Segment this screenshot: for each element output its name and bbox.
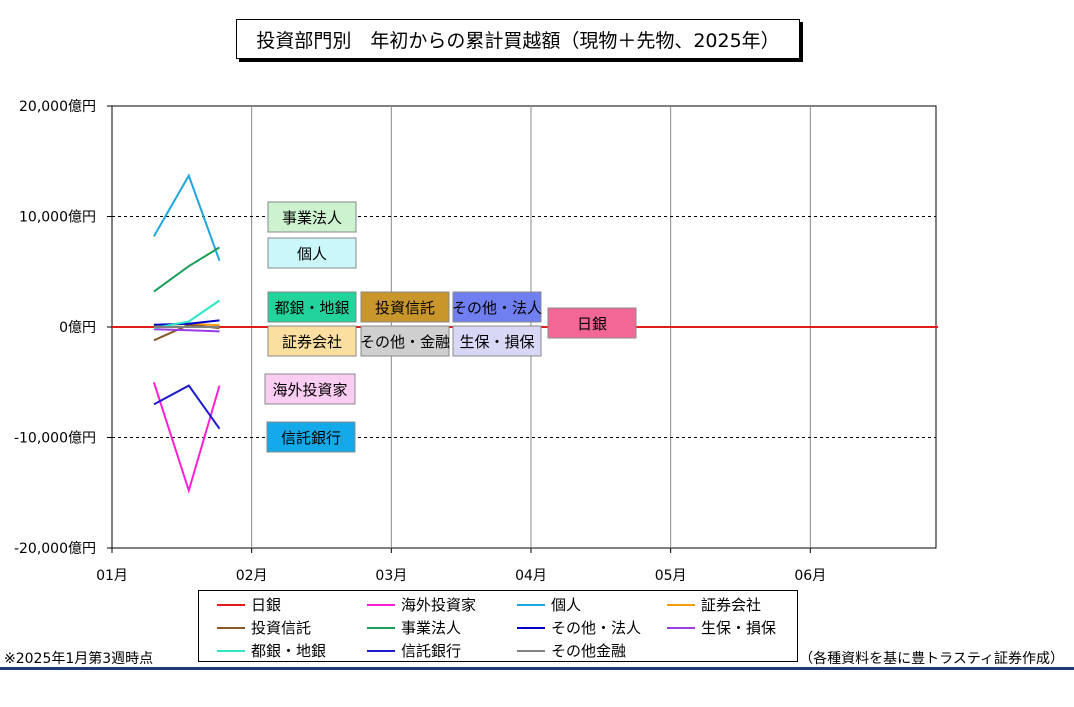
legend-item: 海外投資家: [367, 594, 476, 615]
legend-swatch: [517, 603, 545, 606]
legend-item: 個人: [517, 594, 581, 615]
x-tick-label: 01月: [96, 568, 128, 584]
annotation-box: [360, 325, 450, 357]
legend-item: 事業法人: [367, 617, 461, 638]
legend-label: その他金融: [551, 642, 627, 660]
annotation-box: [547, 307, 637, 339]
series-line-その他・法人: [153, 319, 220, 326]
annotation-box: [267, 237, 357, 269]
annotation-box: [360, 291, 450, 323]
legend-label: 投資信託: [251, 619, 312, 637]
annotation-label: 投資信託: [375, 299, 435, 317]
annotation-box: [266, 421, 356, 453]
legend-swatch: [217, 603, 245, 606]
legend-item: 生保・損保: [667, 617, 776, 638]
chart-legend: 日銀 海外投資家 個人 証券会社投資信託 事業法人 その他・法人 生保・損保都銀・地銀 信託銀…: [198, 590, 798, 662]
annotation-label: 個人: [297, 245, 327, 263]
annotation-box: [452, 325, 542, 357]
series-line-都銀・地銀: [153, 299, 221, 330]
y-tick-label: -10,000億円: [14, 431, 96, 447]
legend-swatch: [367, 603, 395, 606]
x-tick-label: 02月: [236, 568, 268, 584]
x-tick-label: 06月: [794, 568, 826, 584]
legend-label: 海外投資家: [401, 596, 477, 614]
legend-label: 個人: [551, 596, 582, 614]
annotation-label: その他・金融: [360, 333, 450, 351]
legend-item: 都銀・地銀: [217, 640, 326, 661]
legend-item: 証券会社: [667, 594, 761, 615]
series-line-信託銀行: [153, 384, 221, 430]
legend-label: 証券会社: [701, 596, 762, 614]
legend-item: その他金融: [517, 640, 626, 661]
legend-swatch: [517, 626, 545, 629]
legend-item: 日銀: [217, 594, 281, 615]
legend-item: 信託銀行: [367, 640, 461, 661]
legend-label: 信託銀行: [401, 642, 462, 660]
series-line-海外投資家: [152, 381, 221, 494]
y-tick-label: 10,000億円: [19, 210, 96, 226]
annotation-label: 都銀・地銀: [274, 299, 349, 317]
annotation-box: [267, 201, 357, 233]
annotation-box: [264, 373, 356, 405]
series-line-個人: [153, 173, 221, 262]
legend-label: 事業法人: [401, 619, 462, 637]
annotation-label: 生保・損保: [459, 333, 534, 351]
legend-item: 投資信託: [217, 617, 311, 638]
y-tick-label: 20,000億円: [19, 99, 96, 115]
legend-swatch: [517, 649, 545, 652]
legend-label: 生保・損保: [701, 619, 777, 637]
x-tick-label: 03月: [375, 568, 407, 584]
x-tick-label: 05月: [655, 568, 687, 584]
legend-label: 都銀・地銀: [251, 642, 327, 660]
footnote-date: ※2025年1月第3週時点: [4, 651, 154, 667]
annotation-label: その他・法人: [452, 299, 542, 317]
annotation-label: 日銀: [577, 315, 607, 333]
annotation-box: [452, 291, 542, 323]
legend-swatch: [667, 626, 695, 629]
annotation-label: 海外投資家: [272, 381, 347, 399]
annotation-box: [267, 325, 357, 357]
legend-swatch: [217, 626, 245, 629]
series-line-生保・損保: [153, 328, 220, 333]
x-tick-label: 04月: [515, 568, 547, 584]
y-tick-label: -20,000億円: [14, 541, 96, 557]
legend-item: その他・法人: [517, 617, 641, 638]
bottom-rule: [0, 667, 1074, 670]
annotation-label: 事業法人: [282, 209, 342, 227]
series-line-事業法人: [153, 246, 221, 293]
annotation-label: 信託銀行: [281, 429, 341, 447]
annotation-box: [267, 291, 357, 323]
annotation-label: 証券会社: [282, 333, 342, 351]
chart-title: 投資部門別 年初からの累計買越額（現物＋先物、2025年）: [236, 19, 800, 59]
y-tick-label: 0億円: [59, 320, 96, 336]
legend-label: その他・法人: [551, 619, 642, 637]
legend-swatch: [667, 603, 695, 606]
legend-swatch: [217, 649, 245, 652]
legend-label: 日銀: [251, 596, 282, 614]
legend-swatch: [367, 649, 395, 652]
footnote-source: （各種資料を基に豊トラスティ証券作成）: [799, 651, 1064, 667]
legend-swatch: [367, 626, 395, 629]
